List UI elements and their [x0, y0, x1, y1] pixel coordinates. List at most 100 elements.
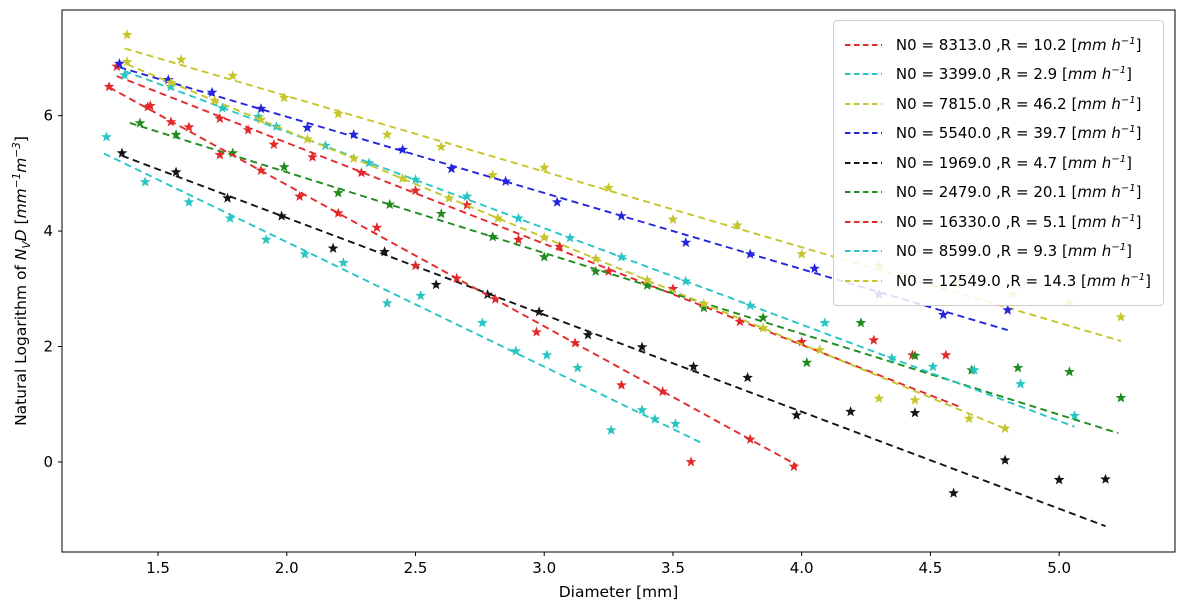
scatter-point: [183, 196, 195, 207]
fit-line-2: [103, 152, 705, 445]
y-axis-label-part: mm: [12, 188, 31, 219]
fit-line-8: [124, 70, 1075, 428]
legend-entry-label: N0 = 3399.0 ,R = 2.9 [mm h−1]: [895, 65, 1132, 84]
scatter-point: [909, 350, 921, 361]
scatter-point: [590, 265, 601, 276]
scatter-point: [667, 283, 679, 294]
legend-line-swatch: [844, 191, 882, 194]
scatter-point: [435, 141, 447, 152]
x-tick-label: 1.5: [146, 559, 170, 577]
scatter-point: [217, 102, 228, 113]
scatter-point: [101, 131, 112, 142]
scatter-point: [757, 322, 769, 333]
scatter-point: [636, 404, 648, 415]
scatter-point: [1100, 473, 1111, 484]
scatter-point: [461, 190, 473, 201]
y-axis-label: Natural Logarithm of NVD [mm−1m−3]: [11, 136, 33, 426]
scatter-point: [551, 196, 563, 207]
scatter-point: [294, 190, 305, 201]
scatter-point: [500, 175, 511, 186]
scatter-point: [670, 418, 681, 429]
scatter-point: [430, 279, 442, 290]
scatter-point: [224, 212, 236, 223]
scatter-point: [868, 334, 880, 345]
x-tick-label: 2.0: [275, 559, 299, 577]
scatter-point: [999, 422, 1011, 433]
y-tick-label: 6: [43, 107, 53, 125]
x-tick-label: 2.5: [404, 559, 428, 577]
x-tick-label: 4.5: [918, 559, 942, 577]
scatter-point: [255, 114, 267, 125]
scatter-point: [814, 344, 825, 355]
scatter-point: [909, 407, 921, 418]
legend-entry: N0 = 3399.0 ,R = 2.9 [mm h−1]: [844, 60, 1151, 90]
legend-line-swatch: [844, 102, 882, 105]
legend-box: N0 = 8313.0 ,R = 10.2 [mm h−1] N0 = 3399.…: [832, 20, 1164, 306]
x-tick-label: 4.0: [790, 559, 814, 577]
scatter-point: [732, 219, 743, 230]
scatter-point: [1115, 311, 1127, 322]
y-tick-label: 2: [43, 338, 53, 356]
legend-line-swatch: [844, 161, 882, 164]
scatter-point: [819, 317, 831, 328]
legend-entry-label: N0 = 16330.0 ,R = 5.1 [mm h−1]: [895, 212, 1142, 231]
legend-line-swatch: [844, 73, 882, 76]
scatter-point: [538, 251, 550, 262]
axes-frame: [61, 9, 1176, 553]
scatter-point: [348, 129, 359, 140]
scatter-point: [307, 151, 318, 162]
scatter-point: [688, 361, 699, 372]
scatter-point: [490, 293, 501, 304]
scatter-point: [381, 129, 393, 140]
scatter-point: [938, 309, 949, 320]
scatter-point: [685, 456, 697, 467]
scatter-point: [320, 140, 331, 151]
scatter-point: [796, 336, 807, 347]
scatter-point: [873, 392, 885, 403]
legend-entry-label: N0 = 12549.0 ,R = 14.3 [mm h−1]: [895, 271, 1151, 290]
scatter-point: [260, 234, 272, 245]
scatter-point: [381, 297, 393, 308]
scatter-point: [963, 413, 975, 424]
y-axis-label-part: m: [12, 157, 31, 173]
scatter-point: [855, 317, 867, 328]
scatter-point: [206, 86, 218, 98]
scatter-point: [119, 69, 130, 80]
scatter-point: [435, 208, 447, 219]
scatter-point: [698, 298, 710, 309]
scatter-point: [744, 248, 756, 259]
scatter-point: [255, 164, 267, 175]
scatter-point: [255, 103, 267, 114]
fit-line-9: [126, 63, 1006, 430]
scatter-point: [909, 394, 921, 405]
scatter-point: [276, 210, 287, 221]
legend-entry-label: N0 = 1969.0 ,R = 4.7 [mm h−1]: [895, 153, 1132, 172]
x-tick-label: 3.5: [661, 559, 685, 577]
scatter-point: [477, 317, 488, 328]
scatter-point: [415, 290, 426, 301]
scatter-point: [1012, 362, 1024, 373]
scatter-point: [791, 409, 802, 420]
scatter-point: [757, 312, 769, 323]
scatter-point: [410, 260, 421, 271]
y-tick-label: 0: [43, 453, 53, 471]
legend-entry: N0 = 2479.0 ,R = 20.1 [mm h−1]: [844, 178, 1151, 208]
scatter-point: [379, 246, 390, 257]
scatter-point: [796, 248, 807, 259]
scatter-point: [657, 385, 668, 397]
scatter-point: [1064, 366, 1075, 377]
y-tick-label: 4: [43, 222, 53, 240]
legend-entry: N0 = 8599.0 ,R = 9.3 [mm h−1]: [844, 237, 1151, 267]
scatter-point: [302, 133, 313, 144]
fit-line-6: [129, 121, 1119, 435]
scatter-point: [734, 316, 746, 327]
scatter-point: [927, 361, 939, 372]
legend-line-swatch: [844, 279, 882, 282]
x-axis-label: Diameter [mm]: [559, 583, 679, 601]
scatter-point: [744, 433, 756, 444]
scatter-point: [513, 212, 524, 223]
legend-entry: N0 = 16330.0 ,R = 5.1 [mm h−1]: [844, 207, 1151, 237]
scatter-point: [302, 122, 313, 133]
scatter-point: [183, 121, 195, 132]
